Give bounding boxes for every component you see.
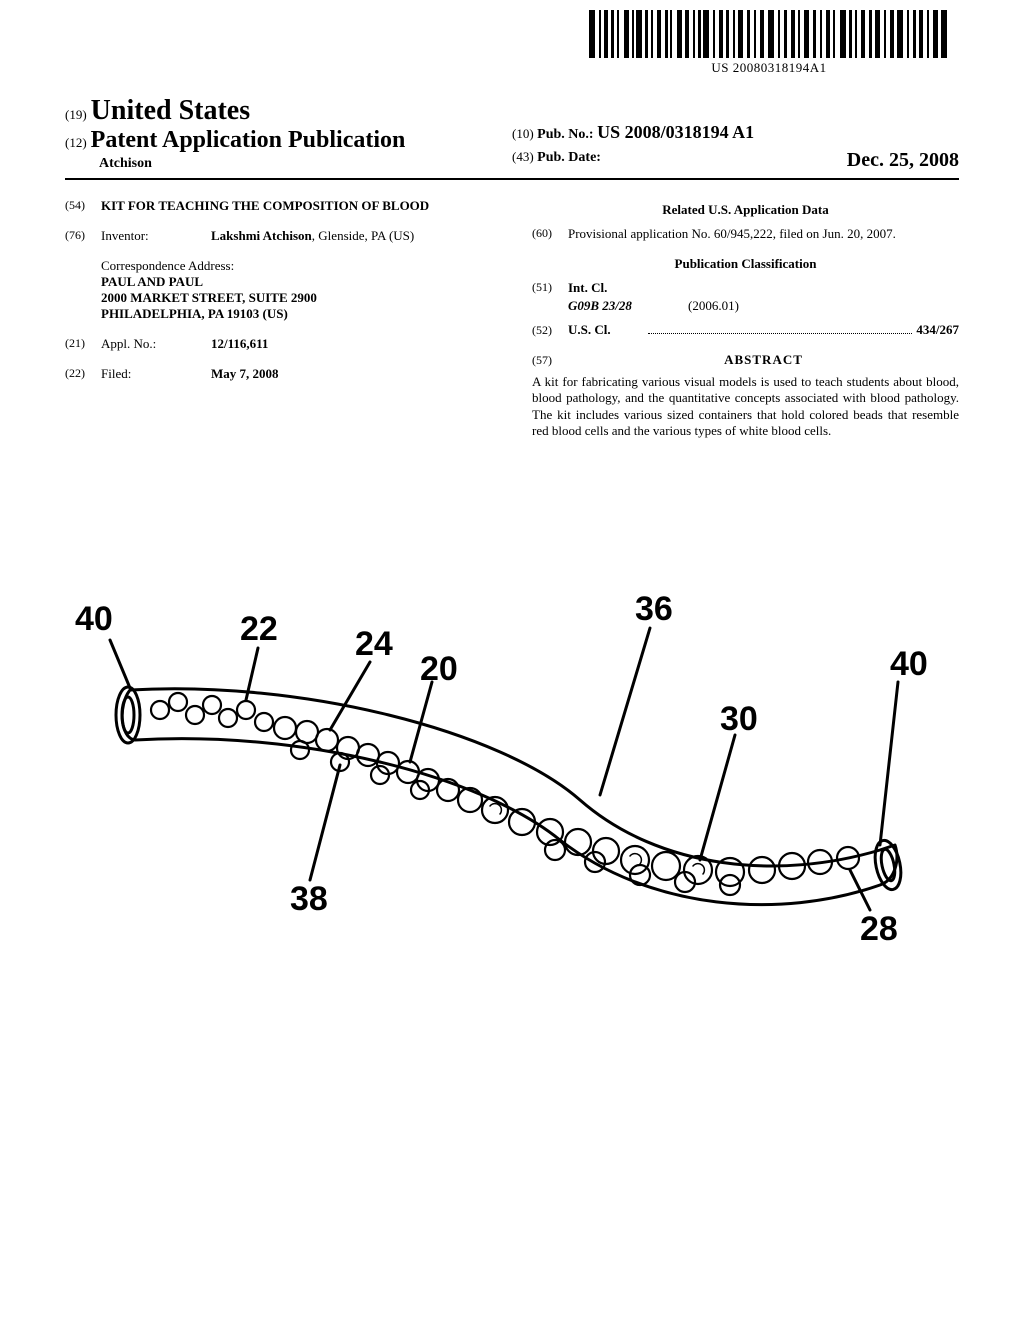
field-22-num: (22): [65, 366, 101, 382]
int-cl-code: G09B 23/28: [568, 298, 688, 314]
field-52-num: (52): [532, 323, 568, 338]
fig-label-28: 28: [860, 910, 898, 949]
pubno-label: Pub. No.:: [537, 127, 593, 142]
field-51-num: (51): [532, 280, 568, 296]
fig-label-22: 22: [240, 610, 278, 649]
country: United States: [91, 95, 250, 126]
fig-label-38: 38: [290, 880, 328, 919]
fig-label-20: 20: [420, 650, 458, 689]
fig-label-24: 24: [355, 625, 393, 664]
us-cl-leader-dots: [648, 333, 912, 334]
inventor-location: , Glenside, PA (US): [312, 228, 414, 243]
field-76-num: (76): [65, 228, 101, 244]
figure-svg: [0, 570, 1024, 1130]
right-column: Related U.S. Application Data (60) Provi…: [532, 198, 959, 439]
field-21-num: (21): [65, 336, 101, 352]
fig-label-40a: 40: [75, 600, 113, 639]
us-cl-label: U.S. Cl.: [568, 322, 644, 338]
provisional-text: Provisional application No. 60/945,222, …: [568, 226, 959, 242]
int-cl-label: Int. Cl.: [568, 280, 607, 296]
int-cl-year: (2006.01): [688, 298, 739, 314]
prefix-43: (43): [512, 149, 534, 164]
abstract-text: A kit for fabricating various visual mod…: [532, 374, 959, 439]
pubno-value: US 2008/0318194 A1: [597, 122, 754, 142]
fig-label-40b: 40: [890, 645, 928, 684]
appl-no-label: Appl. No.:: [101, 336, 211, 352]
pubdate-value: Dec. 25, 2008: [847, 149, 959, 172]
fig-label-36: 36: [635, 590, 673, 629]
inventor-name: Lakshmi Atchison: [211, 228, 312, 243]
filed-label: Filed:: [101, 366, 211, 382]
fig-label-30: 30: [720, 700, 758, 739]
us-cl-value: 434/267: [916, 322, 959, 338]
barcode-graphic: [589, 10, 949, 58]
inventor-label: Inventor:: [101, 228, 211, 244]
corr-line-1: PAUL AND PAUL: [101, 274, 492, 290]
invention-title: KIT FOR TEACHING THE COMPOSITION OF BLOO…: [101, 198, 492, 214]
barcode-block: US 20080318194A1: [589, 10, 949, 76]
prefix-10: (10): [512, 126, 534, 141]
field-60-num: (60): [532, 226, 568, 242]
divider-rule: [65, 178, 959, 180]
filed-value: May 7, 2008: [211, 366, 492, 382]
prefix-19: (19): [65, 107, 87, 122]
prefix-12: (12): [65, 135, 87, 150]
corr-line-2: 2000 MARKET STREET, SUITE 2900: [101, 290, 492, 306]
corr-line-3: PHILADELPHIA, PA 19103 (US): [101, 306, 492, 322]
header: (19) United States (12) Patent Applicati…: [65, 95, 959, 172]
classification-title: Publication Classification: [532, 256, 959, 272]
correspondence-address: Correspondence Address: PAUL AND PAUL 20…: [101, 258, 492, 322]
bibliographic-columns: (54) KIT FOR TEACHING THE COMPOSITION OF…: [65, 198, 959, 439]
appl-no-value: 12/116,611: [211, 336, 492, 352]
left-column: (54) KIT FOR TEACHING THE COMPOSITION OF…: [65, 198, 492, 439]
author-surname: Atchison: [99, 156, 512, 172]
related-data-title: Related U.S. Application Data: [532, 202, 959, 218]
abstract-label: ABSTRACT: [568, 352, 959, 368]
corr-label: Correspondence Address:: [101, 258, 492, 274]
pubdate-label: Pub. Date:: [537, 150, 601, 165]
barcode-text: US 20080318194A1: [589, 60, 949, 76]
field-54-num: (54): [65, 198, 101, 214]
patent-figure: 40 22 24 20 36 40 30 38 28: [0, 570, 1024, 1130]
field-57-num: (57): [532, 353, 568, 368]
pub-type: Patent Application Publication: [91, 127, 406, 153]
